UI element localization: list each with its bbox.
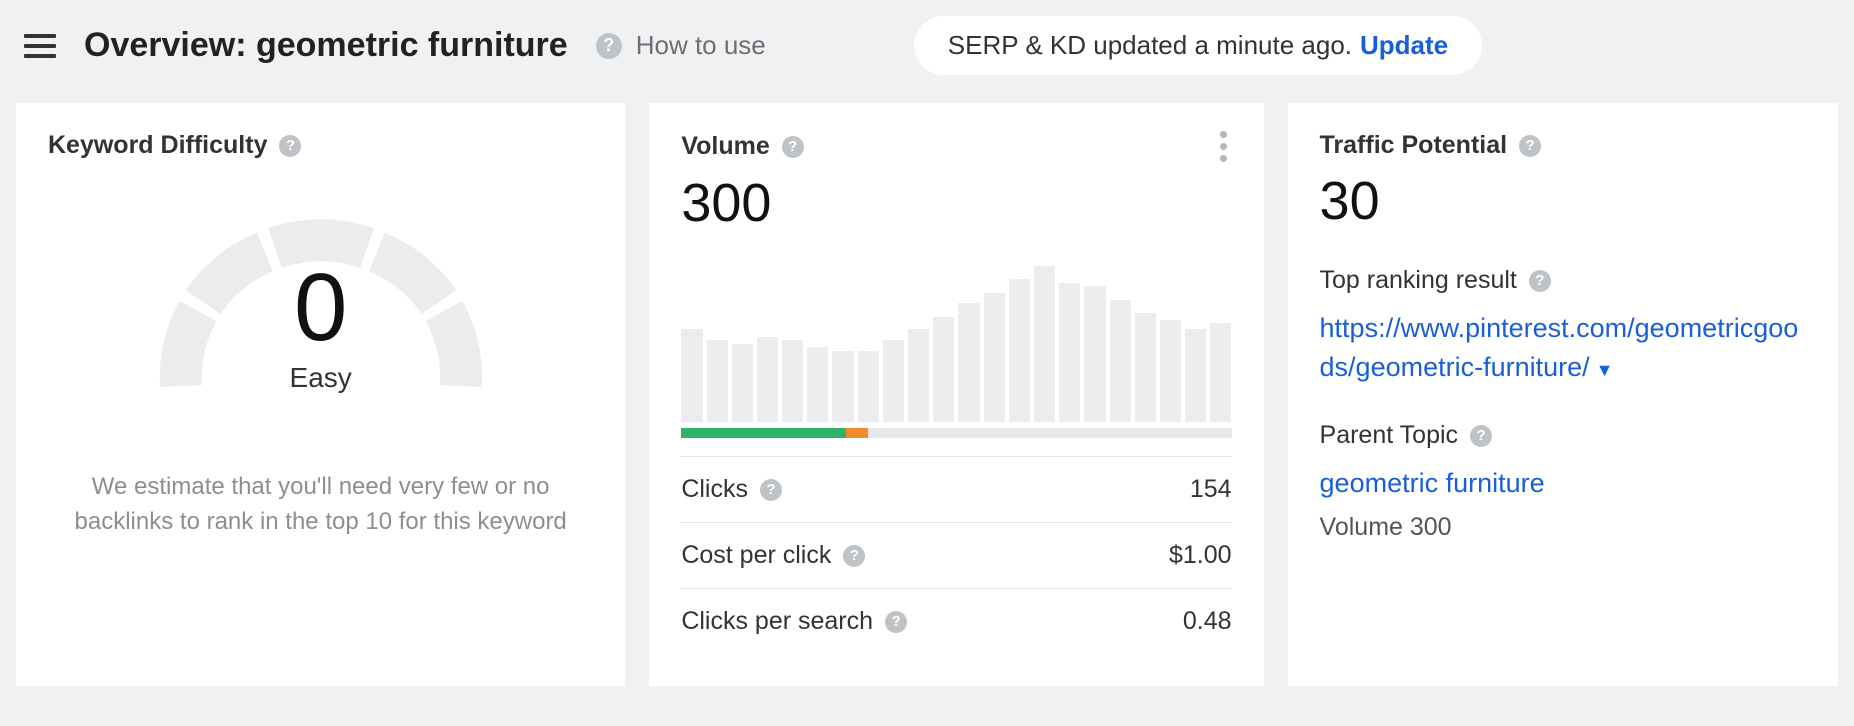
volume-bar	[858, 351, 879, 422]
volume-bar	[933, 317, 954, 422]
top-ranking-label: Top ranking result	[1320, 266, 1517, 295]
tp-value: 30	[1320, 170, 1806, 232]
clicks-breakdown-bar	[681, 428, 1231, 438]
topbar: Overview: geometric furniture ? How to u…	[0, 0, 1854, 103]
volume-bar	[707, 340, 728, 422]
metric-value: $1.00	[1169, 541, 1232, 570]
volume-bar	[732, 344, 753, 422]
help-icon[interactable]: ?	[885, 611, 907, 633]
volume-bar	[1210, 323, 1231, 422]
hamburger-icon[interactable]	[24, 34, 56, 58]
parent-topic-label-row: Parent Topic ?	[1320, 421, 1806, 450]
tp-header: Traffic Potential ?	[1320, 131, 1806, 160]
volume-metrics: Clicks? 154 Cost per click? $1.00 Clicks per…	[681, 456, 1231, 654]
clickbar-segment	[868, 428, 1231, 438]
volume-bar	[1160, 320, 1181, 422]
title-keyword: geometric furniture	[256, 26, 568, 64]
volume-bar	[782, 340, 803, 422]
metric-label: Clicks?	[681, 475, 782, 504]
tp-title: Traffic Potential	[1320, 131, 1508, 160]
top-ranking-url-text: https://www.pinterest.com/geometricgoods…	[1320, 313, 1799, 382]
metric-label-text: Clicks	[681, 475, 748, 504]
volume-bar	[1110, 300, 1131, 422]
metric-row: Clicks? 154	[681, 456, 1231, 522]
help-icon: ?	[596, 33, 622, 59]
kd-gauge: 0 Easy	[141, 196, 501, 396]
help-icon[interactable]: ?	[1519, 135, 1541, 157]
kd-header: Keyword Difficulty ?	[48, 131, 593, 160]
card-traffic-potential: Traffic Potential ? 30 Top ranking resul…	[1288, 103, 1838, 686]
volume-bar	[1034, 266, 1055, 422]
kd-gauge-wrap: 0 Easy We estimate that you'll need very…	[48, 196, 593, 540]
parent-topic-volume: Volume 300	[1320, 513, 1806, 542]
how-to-use-label: How to use	[636, 30, 766, 61]
metric-label-text: Clicks per search	[681, 607, 873, 636]
top-ranking-label-row: Top ranking result ?	[1320, 266, 1806, 295]
chevron-down-icon[interactable]: ▼	[1596, 360, 1614, 380]
volume-header: Volume ?	[681, 131, 1231, 162]
metric-value: 0.48	[1183, 607, 1232, 636]
volume-chart	[681, 252, 1231, 422]
volume-bar	[1185, 329, 1206, 423]
volume-bar	[908, 329, 929, 423]
kd-score: 0	[141, 260, 501, 356]
title-prefix: Overview:	[84, 26, 256, 64]
volume-bar	[1135, 313, 1156, 422]
page-title: Overview: geometric furniture	[84, 26, 568, 65]
help-icon[interactable]: ?	[843, 545, 865, 567]
volume-bar	[681, 329, 702, 423]
parent-topic-link[interactable]: geometric furniture	[1320, 464, 1806, 503]
parent-topic-label: Parent Topic	[1320, 421, 1459, 450]
metric-row: Clicks per search? 0.48	[681, 588, 1231, 654]
update-link[interactable]: Update	[1360, 30, 1448, 61]
metric-value: 154	[1190, 475, 1232, 504]
card-keyword-difficulty: Keyword Difficulty ? 0 Easy	[16, 103, 625, 686]
volume-bar	[757, 337, 778, 422]
clickbar-segment	[846, 428, 868, 438]
kd-title: Keyword Difficulty	[48, 131, 267, 160]
volume-bar	[832, 351, 853, 422]
how-to-use-link[interactable]: ? How to use	[596, 30, 766, 61]
top-ranking-url[interactable]: https://www.pinterest.com/geometricgoods…	[1320, 309, 1806, 387]
volume-title: Volume	[681, 132, 769, 161]
help-icon[interactable]: ?	[782, 136, 804, 158]
update-pill: SERP & KD updated a minute ago. Update	[914, 16, 1482, 75]
metric-label: Cost per click?	[681, 541, 865, 570]
pill-text: SERP & KD updated a minute ago.	[948, 30, 1352, 61]
kebab-icon[interactable]	[1216, 131, 1232, 162]
metric-label-text: Cost per click	[681, 541, 831, 570]
metric-row: Cost per click? $1.00	[681, 522, 1231, 588]
volume-bar	[1009, 279, 1030, 422]
metric-label: Clicks per search?	[681, 607, 907, 636]
kd-description: We estimate that you'll need very few or…	[48, 470, 593, 540]
volume-bar	[1059, 283, 1080, 422]
help-icon[interactable]: ?	[279, 135, 301, 157]
help-icon[interactable]: ?	[1470, 425, 1492, 447]
volume-bar	[807, 347, 828, 422]
help-icon[interactable]: ?	[760, 479, 782, 501]
card-volume: Volume ? 300 Clicks? 154 Cost per click? $1…	[649, 103, 1263, 686]
help-icon[interactable]: ?	[1529, 270, 1551, 292]
clickbar-segment	[681, 428, 846, 438]
volume-bar	[984, 293, 1005, 422]
kd-rating: Easy	[141, 362, 501, 394]
volume-bar	[1084, 286, 1105, 422]
cards-row: Keyword Difficulty ? 0 Easy	[0, 103, 1854, 686]
volume-bar	[883, 340, 904, 422]
volume-bar	[958, 303, 979, 422]
volume-value: 300	[681, 172, 1231, 234]
